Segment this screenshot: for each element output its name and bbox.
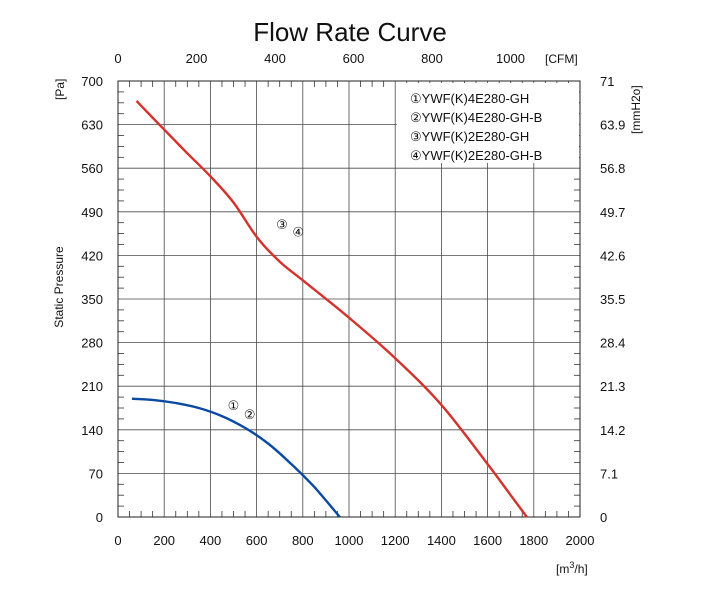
y-left-tick-label: 280 bbox=[81, 336, 103, 351]
x-top-tick-label: 0 bbox=[114, 51, 121, 66]
x-bottom-tick-label: 600 bbox=[246, 533, 268, 548]
x-bottom-tick-label: 2000 bbox=[566, 533, 595, 548]
y-left-tick-label: 630 bbox=[81, 118, 103, 133]
plot-frame bbox=[117, 80, 581, 518]
x-top-tick-label: 400 bbox=[264, 51, 286, 66]
chart-title: Flow Rate Curve bbox=[253, 17, 447, 47]
curve-annotation: ③ bbox=[276, 218, 288, 233]
x-bottom-tick-label: 1000 bbox=[335, 533, 364, 548]
y-left-tick-labels: 0 70 140 210 280 350 420 490 560 630 700 bbox=[81, 74, 103, 525]
y-right-tick-label: 21.3 bbox=[600, 379, 625, 394]
grid bbox=[118, 81, 580, 517]
y-right-unit: [mmH2o] bbox=[629, 85, 643, 134]
y-right-tick-label: 49.7 bbox=[600, 205, 625, 220]
y-right-tick-labels: 0 7.1 14.2 21.3 28.4 35.5 42.6 49.7 56.8 63.9 71 bbox=[600, 74, 625, 525]
curve-annotation: ① bbox=[228, 399, 240, 414]
series-line bbox=[135, 100, 528, 518]
legend-box bbox=[397, 83, 579, 163]
curve-annotations: ①② ③ ④ bbox=[228, 218, 304, 423]
y-right-tick-label: 56.8 bbox=[600, 161, 625, 176]
curve-annotation: ② bbox=[244, 408, 256, 423]
y-right-tick-label: 35.5 bbox=[600, 292, 625, 307]
y-axis-label: Static Pressure bbox=[52, 246, 66, 328]
y-right-tick-label: 42.6 bbox=[600, 248, 625, 263]
x-top-unit: [CFM] bbox=[545, 52, 578, 66]
y-right-tick-label: 0 bbox=[600, 510, 607, 525]
x-top-tick-label: 1000 bbox=[496, 51, 525, 66]
x-bottom-tick-label: 400 bbox=[200, 533, 222, 548]
x-bottom-tick-label: 1200 bbox=[381, 533, 410, 548]
x-bottom-unit: [m3/h] bbox=[556, 560, 588, 576]
x-top-tick-label: 600 bbox=[343, 51, 365, 66]
x-top-tick-label: 200 bbox=[186, 51, 208, 66]
y-left-tick-label: 420 bbox=[81, 248, 103, 263]
y-right-tick-label: 71 bbox=[600, 74, 614, 89]
x-top-tick-label: 800 bbox=[421, 51, 443, 66]
x-bottom-tick-label: 1400 bbox=[427, 533, 456, 548]
x-bottom-tick-label: 800 bbox=[292, 533, 314, 548]
y-left-tick-label: 560 bbox=[81, 161, 103, 176]
y-left-tick-label: 140 bbox=[81, 423, 103, 438]
curve-annotation: ④ bbox=[292, 226, 304, 241]
series-line bbox=[131, 397, 341, 518]
legend: ①YWF(K)4E280-GH ②YWF(K)4E280-GH-B ③YWF(K)2… bbox=[410, 91, 542, 163]
legend-entry: ②YWF(K)4E280-GH-B bbox=[410, 110, 542, 125]
x-top-tick-labels: 0 200 400 600 800 1000 bbox=[114, 51, 525, 66]
series bbox=[131, 100, 528, 518]
y-right-tick-label: 63.9 bbox=[600, 118, 625, 133]
y-right-tick-label: 7.1 bbox=[600, 466, 618, 481]
y-left-tick-label: 350 bbox=[81, 292, 103, 307]
x-bottom-tick-label: 200 bbox=[153, 533, 175, 548]
x-bottom-tick-label: 0 bbox=[114, 533, 121, 548]
x-bottom-tick-labels: 0 200 400 600 800 1000 1200 1400 1600 1800 2000 bbox=[114, 533, 594, 548]
y-left-tick-label: 0 bbox=[96, 510, 103, 525]
y-left-tick-label: 700 bbox=[81, 74, 103, 89]
y-left-tick-label: 70 bbox=[89, 466, 103, 481]
x-bottom-tick-label: 1600 bbox=[473, 533, 502, 548]
y-left-tick-label: 490 bbox=[81, 205, 103, 220]
y-left-unit: [Pa] bbox=[53, 79, 67, 100]
y-right-tick-label: 28.4 bbox=[600, 336, 625, 351]
x-bottom-tick-label: 1800 bbox=[519, 533, 548, 548]
legend-entry: ④YWF(K)2E280-GH-B bbox=[410, 148, 542, 163]
y-right-tick-label: 14.2 bbox=[600, 423, 625, 438]
y-left-tick-label: 210 bbox=[81, 379, 103, 394]
legend-entry: ③YWF(K)2E280-GH bbox=[410, 129, 529, 144]
legend-entry: ①YWF(K)4E280-GH bbox=[410, 91, 529, 106]
